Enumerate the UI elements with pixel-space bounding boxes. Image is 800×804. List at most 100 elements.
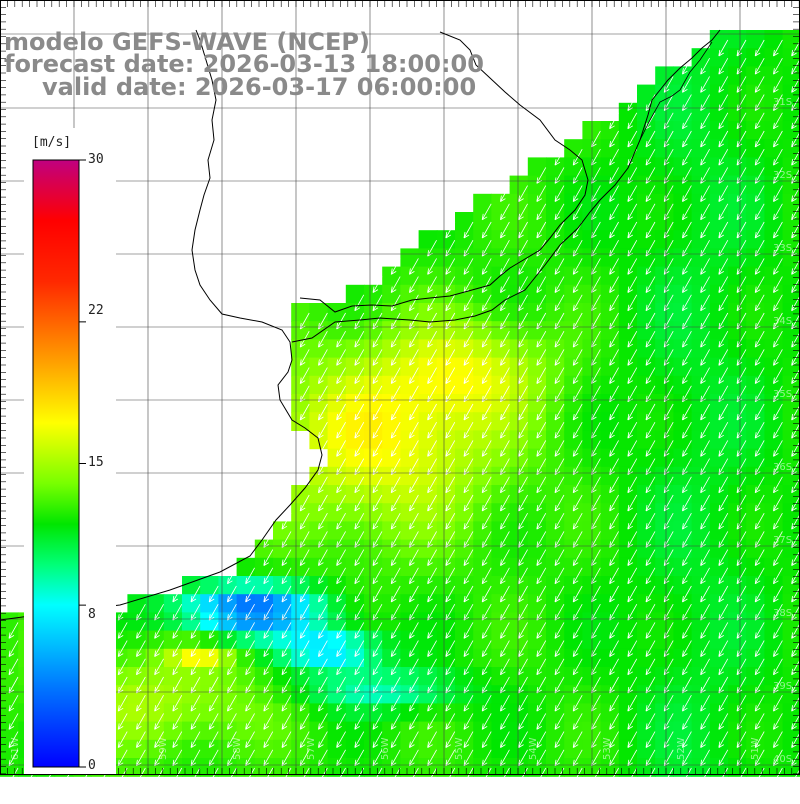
wind-speed-cell <box>455 667 474 686</box>
wind-arrow <box>318 494 328 512</box>
wind-speed-cell <box>564 321 583 340</box>
wind-speed-cell <box>400 339 420 359</box>
wind-speed-cell <box>782 466 800 486</box>
wind-arrow <box>227 695 237 712</box>
wind-arrow <box>299 640 310 657</box>
wind-speed-cell <box>400 466 420 486</box>
wind-speed-cell <box>382 375 401 395</box>
wind-arrow <box>609 331 619 348</box>
wind-speed-cell <box>600 485 620 504</box>
wind-arrow <box>645 622 656 639</box>
wind-speed-cell <box>618 412 638 431</box>
wind-arrow <box>773 658 783 676</box>
wind-speed-cell <box>673 139 693 158</box>
wind-speed-cell <box>364 630 383 650</box>
wind-speed-cell <box>364 612 383 632</box>
wind-arrow <box>572 767 583 785</box>
wind-speed-cell <box>564 375 583 395</box>
wind-arrow <box>773 567 783 585</box>
wind-arrow <box>336 422 346 439</box>
wind-arrow <box>700 221 710 239</box>
wind-arrow <box>645 767 656 785</box>
wind-arrow <box>518 203 528 221</box>
wind-arrow <box>754 695 765 712</box>
wind-speed-cell <box>473 284 492 304</box>
wind-arrow <box>409 695 419 712</box>
wind-arrow <box>736 494 747 512</box>
wind-arrow <box>172 767 183 785</box>
wind-arrow <box>8 622 19 639</box>
wind-speed-cell <box>764 230 784 249</box>
wind-speed-cell <box>655 721 674 741</box>
wind-speed-cell <box>564 721 583 741</box>
wind-arrow <box>754 331 765 348</box>
wind-speed-cell <box>564 303 583 322</box>
latitude-label: 36S <box>773 462 792 473</box>
wind-arrow <box>227 731 237 748</box>
wind-speed-cell <box>600 758 620 777</box>
wind-arrow <box>481 513 492 530</box>
wind-speed-cell <box>546 412 565 431</box>
wind-arrow <box>627 476 638 494</box>
wind-speed-cell <box>273 557 292 577</box>
wind-arrow <box>245 731 255 748</box>
wind-arrow <box>481 440 492 457</box>
wind-speed-cell <box>491 721 511 741</box>
wind-arrow <box>736 349 747 366</box>
wind-arrow <box>700 513 710 530</box>
wind-arrow <box>736 276 747 293</box>
wind-speed-cell <box>546 485 565 504</box>
wind-arrow <box>390 367 401 384</box>
wind-speed-cell <box>728 357 747 377</box>
wind-arrow <box>627 258 638 275</box>
wind-speed-cell <box>327 430 347 450</box>
wind-speed-cell <box>491 648 511 668</box>
wind-arrow <box>682 367 692 384</box>
wind-speed-cell <box>182 667 201 686</box>
wind-speed-cell <box>728 193 747 213</box>
wind-arrow <box>263 658 274 676</box>
wind-speed-cell <box>746 739 765 759</box>
wind-speed-cell <box>673 594 693 613</box>
wind-speed-cell <box>746 303 765 322</box>
wind-arrow <box>463 731 474 748</box>
wind-speed-cell <box>746 357 765 377</box>
wind-arrow <box>481 422 492 439</box>
wind-speed-cell <box>637 539 656 559</box>
wind-speed-cell <box>509 284 529 304</box>
wind-arrow <box>572 440 583 457</box>
wind-speed-cell <box>728 412 747 431</box>
wind-speed-cell <box>709 412 729 431</box>
wind-speed-cell <box>182 576 201 595</box>
wind-arrow <box>627 640 638 657</box>
wind-arrow <box>372 549 383 566</box>
wind-arrow <box>700 658 710 676</box>
wind-speed-cell <box>709 121 729 140</box>
wind-speed-cell <box>309 667 329 686</box>
wind-arrow <box>427 440 437 457</box>
wind-speed-cell <box>764 48 784 67</box>
wind-speed-cell <box>637 703 656 723</box>
wind-speed-cell <box>455 521 474 541</box>
wind-speed-cell <box>527 721 547 741</box>
longitude-label: 57W <box>306 737 317 760</box>
wind-speed-cell <box>546 448 565 468</box>
wind-arrow <box>445 567 456 585</box>
wind-arrow <box>172 731 183 748</box>
wind-speed-cell <box>145 667 165 686</box>
wind-arrow <box>645 640 656 657</box>
wind-speed-cell <box>182 703 201 723</box>
wind-arrow <box>627 276 638 293</box>
wind-arrow <box>208 658 219 676</box>
wind-speed-cell <box>309 612 329 632</box>
wind-arrow <box>754 58 765 75</box>
wind-speed-cell <box>728 139 747 158</box>
wind-speed-cell <box>746 594 765 613</box>
wind-arrow <box>754 367 765 384</box>
wind-arrow <box>190 767 201 785</box>
wind-speed-cell <box>600 193 620 213</box>
wind-speed-cell <box>618 339 638 359</box>
wind-speed-cell <box>436 721 456 741</box>
wind-speed-cell <box>600 248 620 268</box>
wind-arrow <box>117 622 128 639</box>
